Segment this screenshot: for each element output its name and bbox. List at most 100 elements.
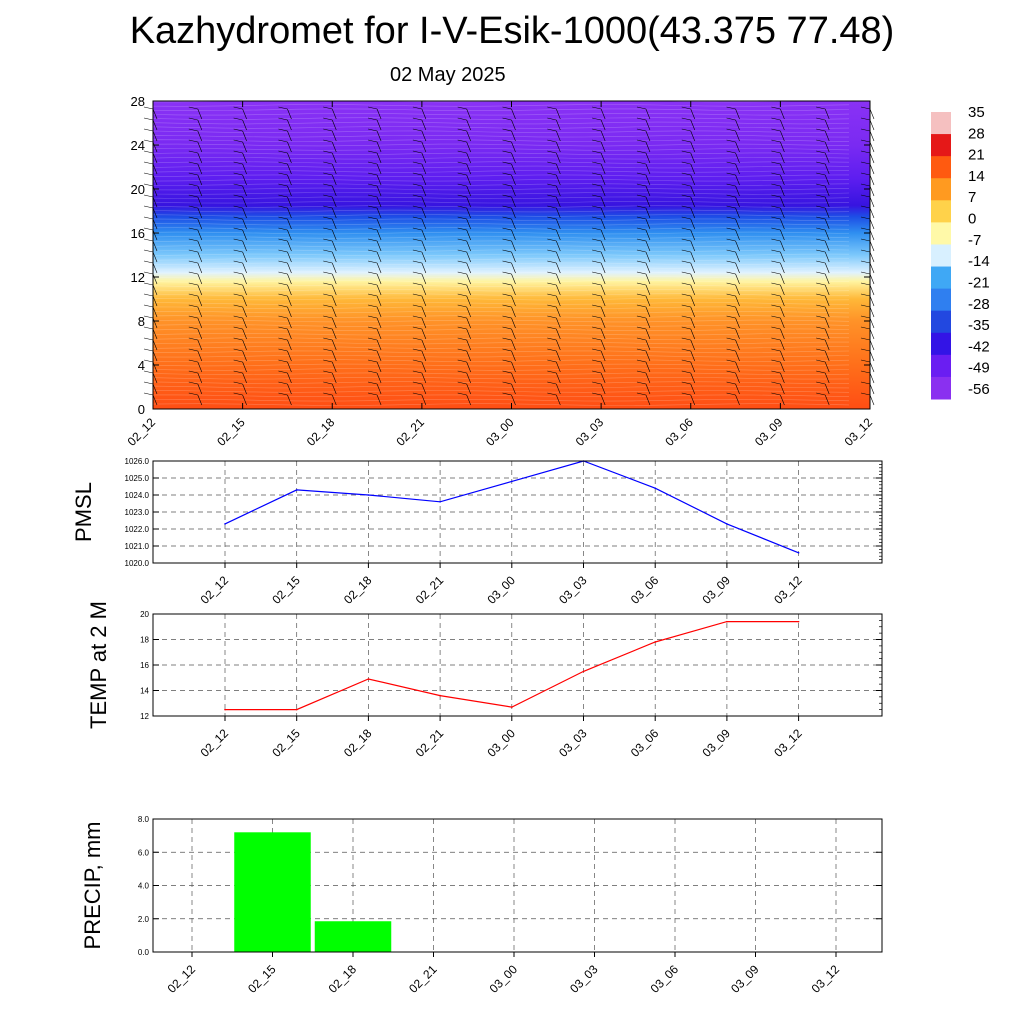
wind-barb-feather (771, 293, 781, 297)
wind-barb-staff (780, 229, 785, 241)
wind-barb-feather (726, 359, 736, 363)
wind-barb-staff (690, 262, 696, 274)
contour-line (152, 332, 850, 336)
wind-barb-staff (556, 119, 561, 131)
wind-barb-staff (600, 394, 606, 406)
wind-barb-feather (860, 106, 871, 110)
wind-barb-feather (816, 205, 826, 209)
wind-barb-staff (152, 207, 158, 219)
wind-barb-feather (860, 348, 871, 352)
colorbar-label: -42 (968, 338, 990, 355)
wind-barb-feather (457, 106, 467, 110)
wind-barb-staff (331, 240, 337, 252)
wind-barb-staff (242, 174, 247, 186)
wind-barb-staff (600, 328, 606, 340)
contour-line (152, 112, 850, 116)
contour-line (152, 262, 850, 266)
wind-barb-feather (816, 370, 826, 374)
contour-line (152, 183, 850, 186)
wind-barb-feather (233, 172, 243, 176)
wind-barb-feather (233, 216, 243, 220)
wind-barb-feather (860, 161, 871, 165)
wind-barb-feather (681, 315, 691, 319)
colorbar: 35 28 21 14 7 0 -7 -14 -21 -28 -35 -42 -49 -56 (931, 104, 990, 400)
wind-barb-staff (869, 119, 875, 131)
wind-barb-staff (466, 328, 471, 340)
wind-barb-staff (287, 229, 292, 241)
x-tick-label: 03_06 (628, 573, 662, 607)
wind-barb-feather (143, 271, 154, 275)
wind-barb-staff (690, 240, 696, 252)
wind-barb-staff (556, 394, 561, 406)
wind-barb-feather (547, 359, 557, 363)
wind-barb-staff (152, 328, 158, 340)
wind-barb-feather (547, 304, 557, 308)
wind-barb-staff (421, 350, 427, 362)
wind-barbs (143, 106, 875, 406)
wind-barb-staff (556, 295, 561, 307)
wind-barb-feather (726, 315, 736, 319)
wind-barb-feather (188, 326, 198, 330)
wind-barb-staff (556, 229, 561, 241)
wind-barb-feather (681, 381, 691, 385)
wind-barb-staff (466, 273, 471, 285)
wind-barb-feather (636, 205, 647, 209)
wind-barb-feather (502, 249, 512, 253)
wind-barb-feather (457, 293, 467, 297)
wind-barb-feather (726, 337, 736, 341)
wind-barb-feather (860, 128, 871, 132)
wind-barb-staff (331, 251, 337, 263)
wind-barb-staff (242, 339, 247, 351)
wind-barb-feather (188, 260, 198, 264)
wind-barb-feather (233, 249, 243, 253)
wind-barb-feather (323, 315, 333, 319)
wind-barb-feather (457, 271, 467, 275)
wind-barb-feather (636, 337, 647, 341)
wind-barb-feather (636, 117, 647, 121)
wind-barb-staff (242, 240, 247, 252)
wind-barb-staff (824, 284, 830, 296)
colorbar-swatch (931, 134, 951, 157)
wind-barb-staff (376, 163, 382, 175)
wind-barb-feather (502, 271, 512, 275)
contour-line (152, 315, 850, 318)
wind-barb-feather (502, 238, 512, 242)
x-tick-label: 02_18 (341, 726, 375, 760)
data-point (439, 694, 441, 697)
wind-barb-staff (869, 108, 875, 120)
colorbar-swatch (931, 354, 951, 378)
wind-barb-staff (152, 317, 158, 329)
data-point (367, 678, 370, 680)
contour-line (152, 209, 850, 213)
wind-barb-staff (869, 130, 875, 142)
x-tick-label: 03_09 (752, 415, 786, 449)
wind-barb-feather (502, 106, 512, 110)
wind-barb-feather (412, 128, 422, 132)
wind-barb-staff (780, 339, 785, 351)
wind-barb-feather (636, 139, 647, 143)
wind-barb-feather (143, 216, 154, 220)
wind-barb-feather (860, 271, 871, 275)
wind-barb-staff (242, 317, 247, 329)
wind-barb-feather (547, 392, 557, 396)
wind-barb-staff (824, 141, 830, 153)
wind-barb-feather (726, 161, 736, 165)
wind-barb-feather (457, 205, 467, 209)
wind-barb-staff (287, 394, 292, 406)
wind-barb-staff (556, 284, 561, 296)
wind-barb-feather (412, 106, 422, 110)
wind-barb-staff (869, 240, 875, 252)
wind-barb-feather (457, 348, 467, 352)
wind-barb-staff (197, 152, 203, 164)
wind-barb-feather (636, 183, 647, 187)
wind-barb-staff (869, 328, 875, 340)
wind-barb-feather (860, 238, 871, 242)
wind-barb-feather (188, 293, 198, 297)
wind-barb-staff (645, 218, 651, 230)
wind-barb-staff (376, 108, 382, 120)
wind-barb-feather (188, 161, 198, 165)
wind-barb-staff (869, 163, 875, 175)
wind-barb-feather (278, 315, 288, 319)
x-tick-label: 03_03 (567, 962, 601, 996)
wind-barb-feather (816, 117, 826, 121)
